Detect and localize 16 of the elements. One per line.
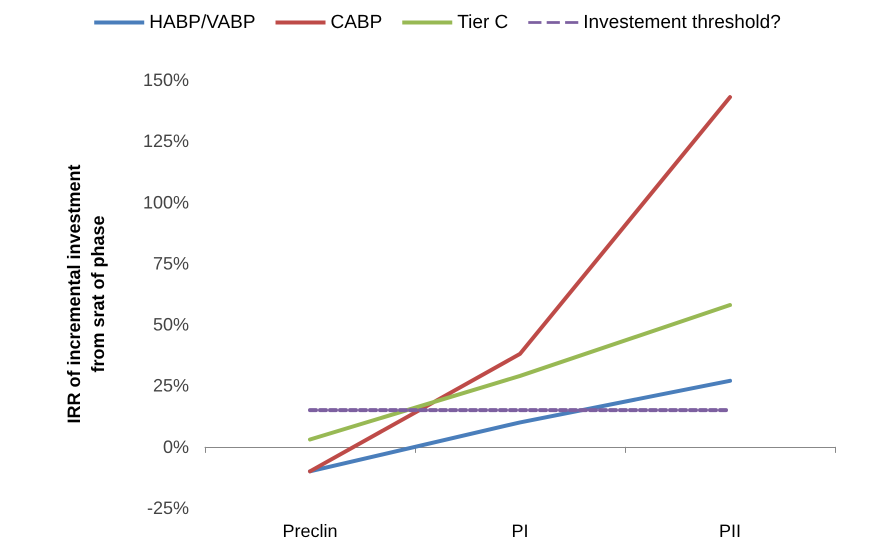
x-tick-label: PI <box>511 521 529 540</box>
y-tick-label: 100% <box>142 192 189 212</box>
y-tick-label: 50% <box>152 314 189 335</box>
y-tick-label: 75% <box>152 253 189 274</box>
y-axis-title: IRR of incremental investment from srat of phase <box>64 164 108 424</box>
legend-label: HABP/VABP <box>149 12 256 33</box>
y-tick-label: 25% <box>152 376 189 396</box>
x-tick-label: PII <box>718 521 742 540</box>
legend-label: Investement threshold? <box>583 12 781 33</box>
y-tick-label: 0% <box>162 436 189 457</box>
y-tick-label: 150% <box>142 70 189 90</box>
y-tick-label: -25% <box>146 498 189 518</box>
x-tick-label: Preclin <box>282 521 338 540</box>
legend-label: Tier C <box>457 12 508 33</box>
y-tick-label: 125% <box>142 131 189 152</box>
legend-label: CABP <box>330 12 382 33</box>
